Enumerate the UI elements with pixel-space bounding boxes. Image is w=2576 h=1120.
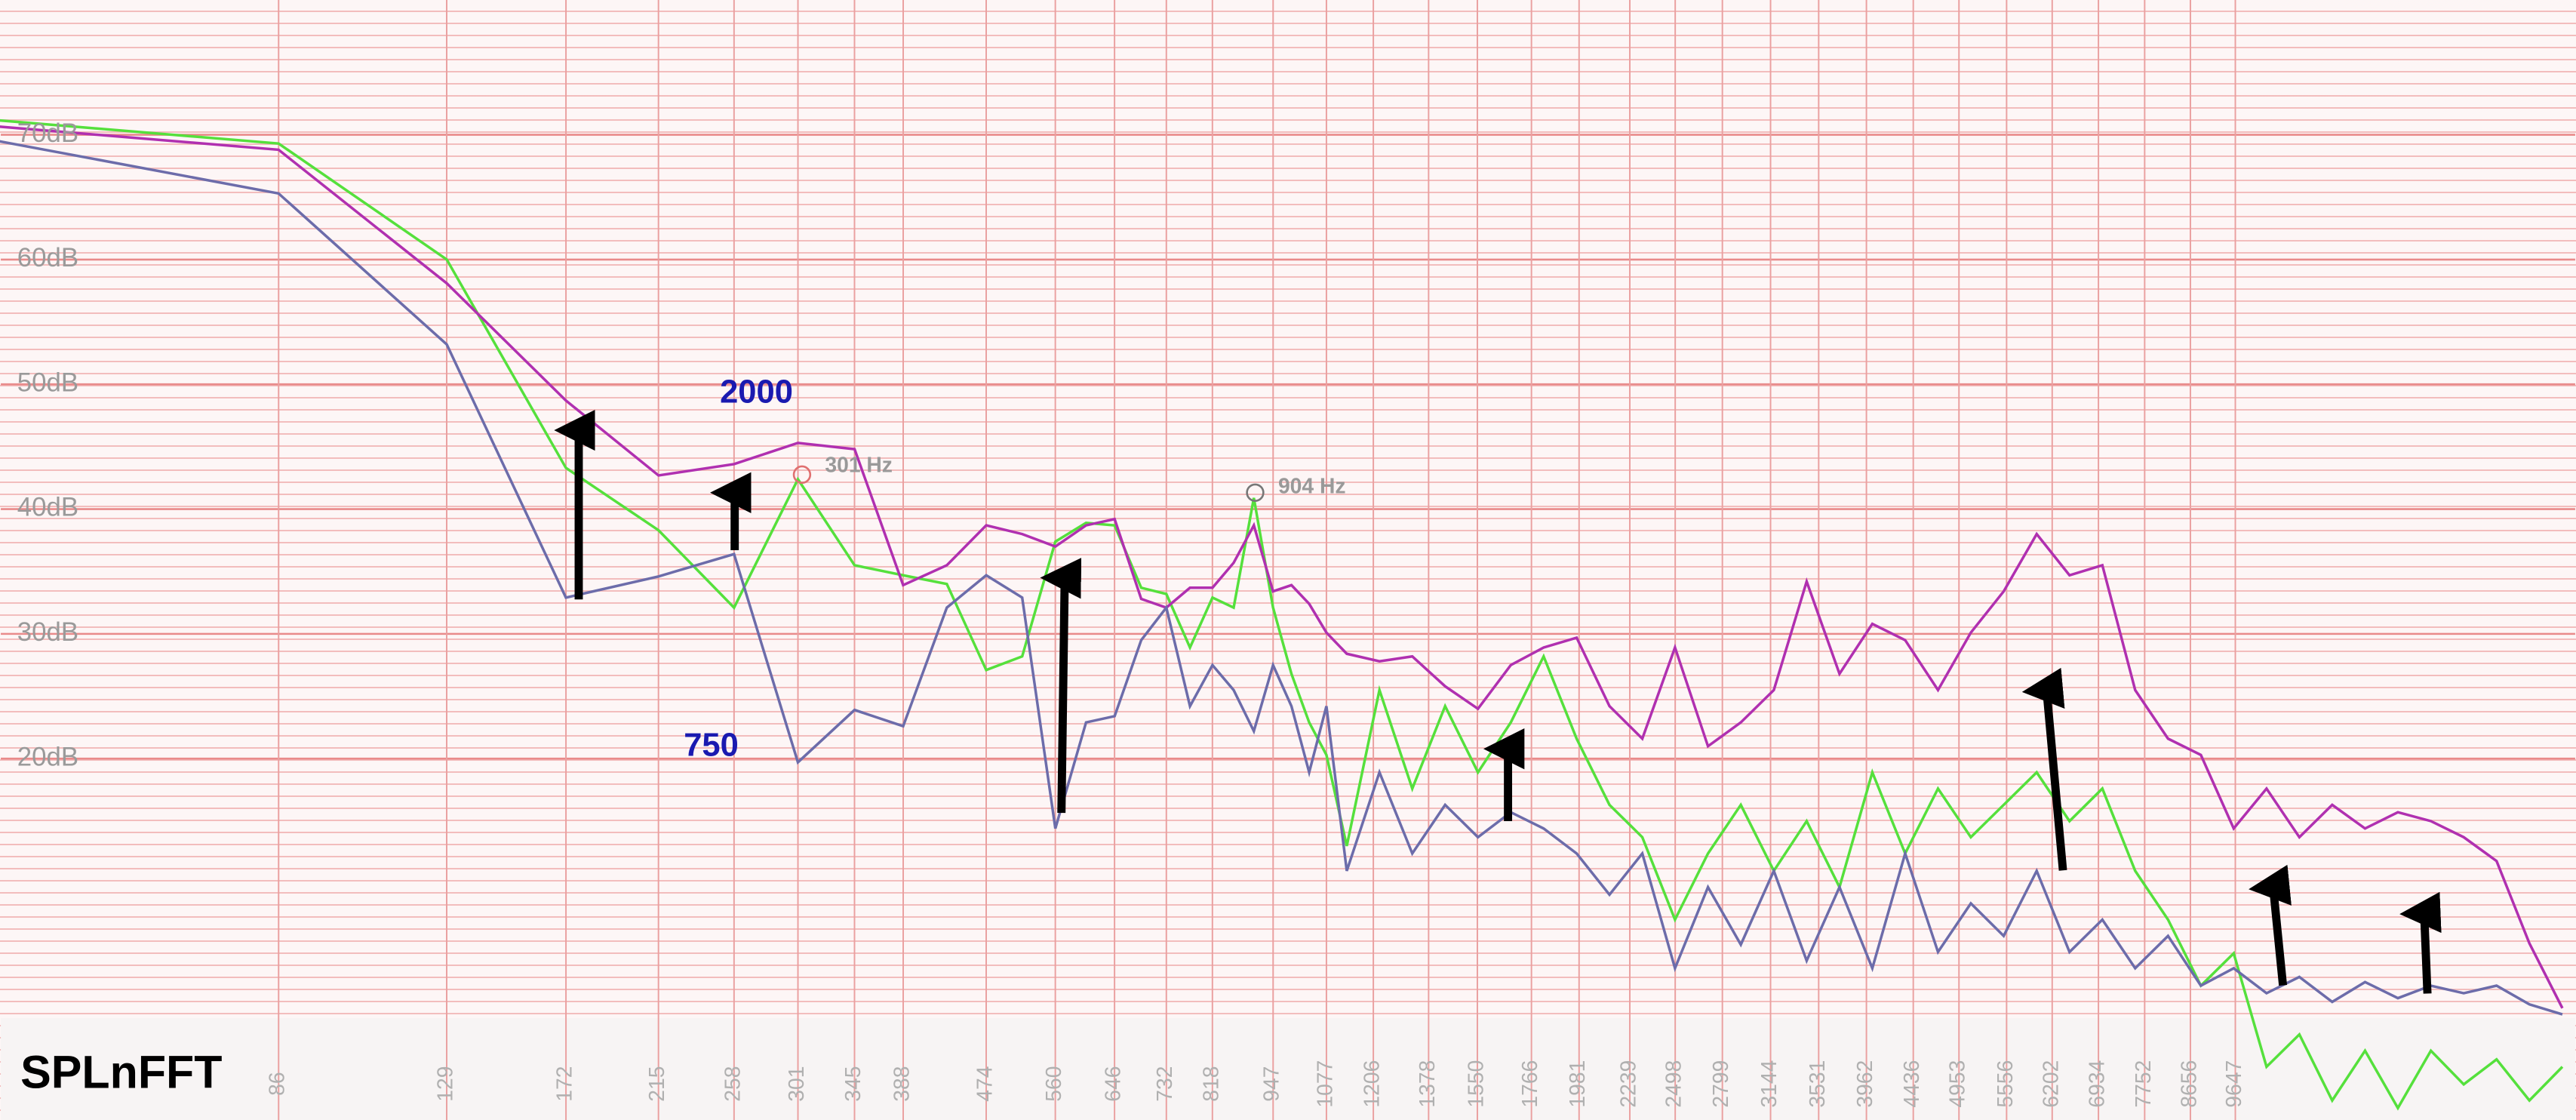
x-tick-label: 2498 [1661, 1060, 1686, 1108]
x-tick-label: 947 [1259, 1066, 1283, 1102]
x-tick-label: 1550 [1463, 1060, 1487, 1108]
annotation: 2000 [720, 374, 793, 411]
x-tick-label: 4436 [1899, 1060, 1923, 1108]
peak-marker [1246, 483, 1265, 502]
y-tick-label: 20dB [17, 742, 78, 771]
arrow [2249, 864, 2292, 986]
x-tick-label: 2799 [1708, 1060, 1732, 1108]
y-tick-label: 70dB [17, 118, 78, 148]
x-tick-label: 388 [889, 1066, 913, 1102]
app-name: SPLnFFT [20, 1046, 222, 1097]
x-tick-label: 5556 [1993, 1060, 2017, 1108]
x-tick-label: 2239 [1615, 1060, 1640, 1108]
x-tick-label: 3144 [1757, 1060, 1781, 1108]
arrow [1040, 558, 1082, 814]
x-tick-label: 9647 [2221, 1060, 2246, 1108]
y-tick-label: 50dB [17, 368, 78, 397]
y-tick-label: 40dB [17, 493, 78, 522]
arrow [2399, 891, 2442, 994]
x-tick-label: 215 [644, 1066, 669, 1102]
x-tick-label: 6934 [2085, 1060, 2109, 1108]
x-tick-label: 8656 [2176, 1060, 2200, 1108]
x-tick-label: 1981 [1565, 1060, 1589, 1108]
x-tick-label: 129 [432, 1066, 456, 1102]
x-tick-label: 172 [552, 1066, 576, 1102]
x-tick-label: 818 [1198, 1066, 1222, 1102]
peak-marker [792, 465, 812, 485]
arrows [554, 409, 2442, 994]
arrow [2021, 667, 2067, 871]
x-tick-label: 301 [784, 1066, 808, 1102]
x-tick-label: 3531 [1805, 1060, 1829, 1108]
x-tick-label: 1077 [1312, 1060, 1336, 1108]
annotation: 301 Hz [825, 452, 893, 476]
x-tick-label: 258 [720, 1066, 744, 1102]
y-tick-label: 30dB [17, 617, 78, 647]
x-tick-label: 86 [265, 1072, 289, 1095]
plot [0, 118, 2564, 1111]
series-line [0, 118, 2564, 1111]
x-tick-label: 6202 [2038, 1060, 2062, 1108]
annotation: 904 Hz [1278, 474, 1346, 498]
x-tick-label: 3962 [1852, 1060, 1877, 1108]
x-tick-label: 345 [841, 1066, 865, 1102]
series-line [0, 125, 2564, 1009]
x-tick-label: 474 [972, 1066, 996, 1102]
x-tick-label: 1378 [1415, 1060, 1439, 1108]
x-label-band [1, 1018, 2575, 1120]
x-tick-label: 646 [1101, 1066, 1125, 1102]
x-tick-label: 1206 [1360, 1060, 1384, 1108]
y-tick-label: 60dB [17, 243, 78, 272]
x-tick-label: 7752 [2131, 1060, 2155, 1108]
x-tick-label: 732 [1152, 1066, 1176, 1102]
series-line [0, 140, 2563, 1016]
x-tick-label: 560 [1041, 1066, 1065, 1102]
annotation: 750 [684, 728, 739, 764]
x-tick-label: 4953 [1945, 1060, 1969, 1108]
x-tick-label: 1766 [1517, 1060, 1542, 1108]
